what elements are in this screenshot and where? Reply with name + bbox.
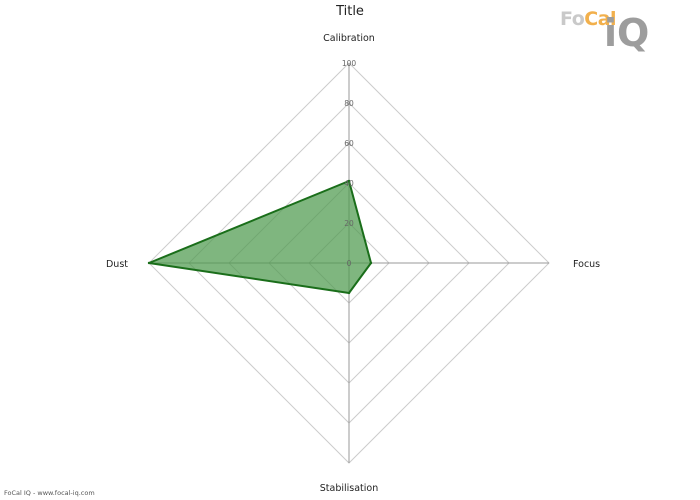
tick-label-0: 0: [347, 259, 352, 268]
axis-label-dust: Dust: [106, 259, 128, 270]
logo-iq-mark: iQ: [604, 11, 650, 55]
focal-iq-logo: FoCal iQ: [560, 8, 680, 63]
axis-label-stabilisation: Stabilisation: [320, 483, 379, 494]
tick-label-20: 20: [344, 219, 354, 228]
axis-label-calibration: Calibration: [323, 33, 375, 44]
radar-tick-labels: 0 20 40 60 80 100: [342, 59, 357, 268]
tick-label-40: 40: [344, 179, 354, 188]
radar-axis-labels: Calibration Focus Stabilisation Dust: [106, 33, 600, 494]
radar-series: [147, 179, 373, 295]
tick-label-60: 60: [344, 139, 354, 148]
chart-title: Title: [336, 4, 364, 19]
data-point-dust: [147, 261, 151, 265]
data-point-focus: [369, 261, 373, 265]
logo-wordmark: FoCal: [560, 8, 617, 30]
tick-label-100: 100: [342, 59, 357, 68]
series-area: [148, 180, 372, 294]
footer-credit: FoCal IQ - www.focal-iq.com: [4, 489, 95, 497]
data-point-calibration: [347, 179, 351, 183]
axis-label-focus: Focus: [573, 259, 600, 270]
tick-label-80: 80: [344, 99, 354, 108]
data-point-stabilisation: [347, 291, 351, 295]
